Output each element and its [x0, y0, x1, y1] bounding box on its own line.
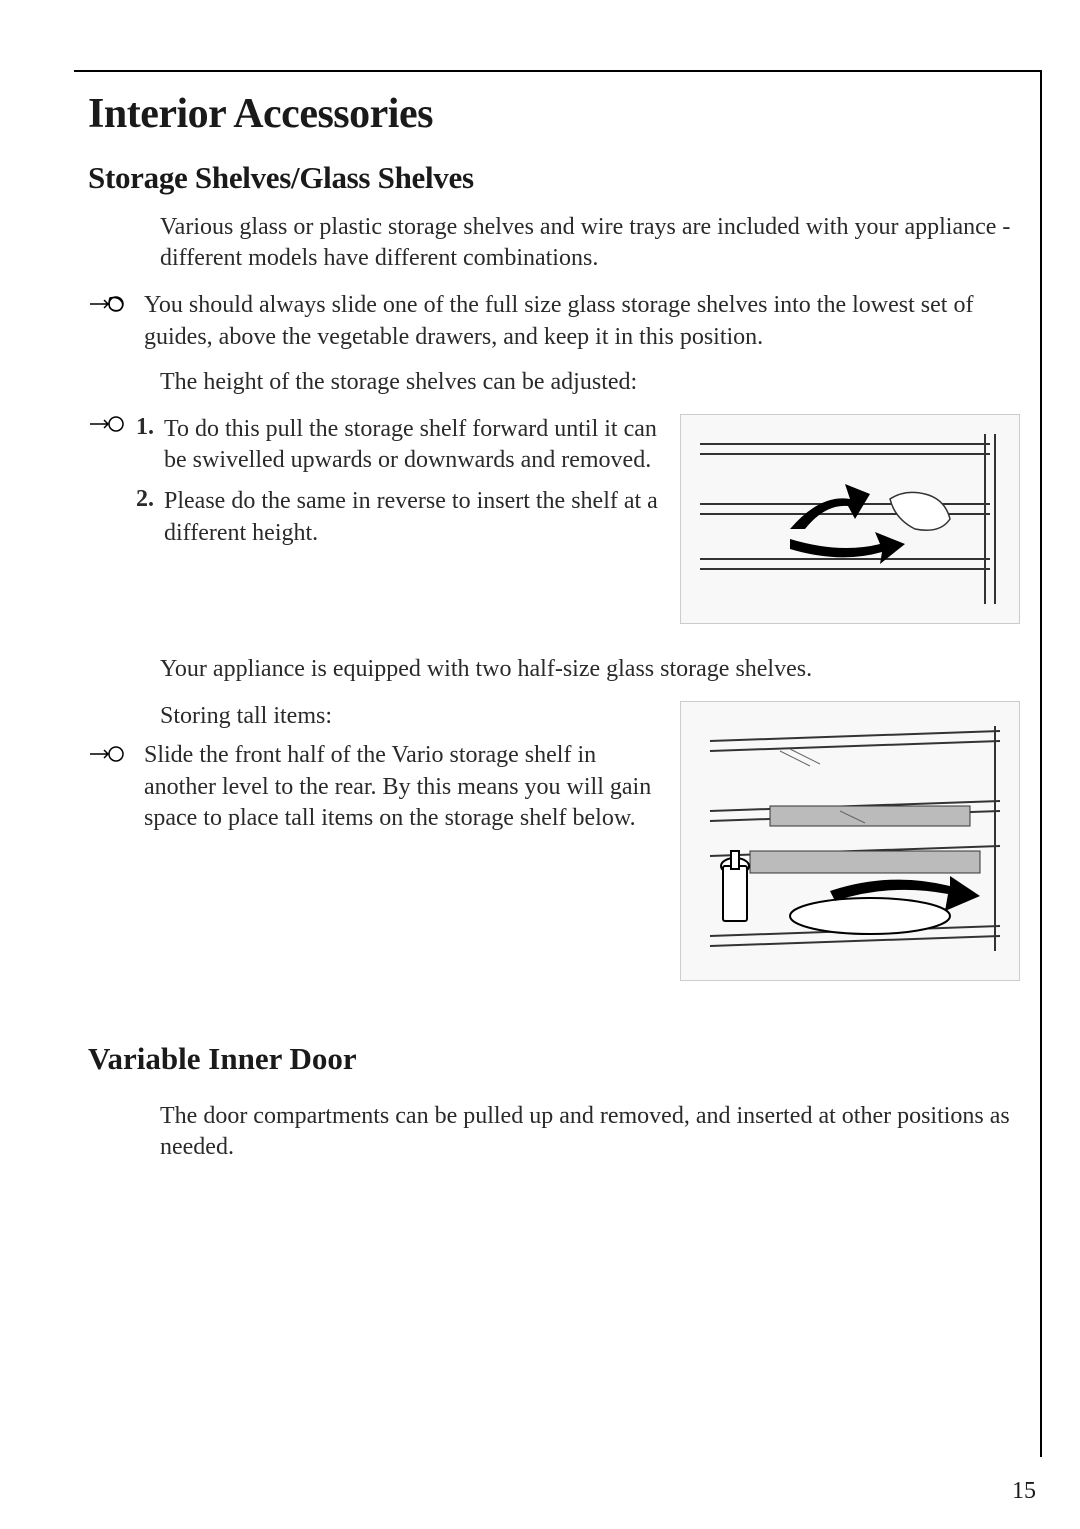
hand-pointer-icon	[88, 744, 144, 769]
vario-shelf-illustration	[680, 701, 1020, 981]
step-1-row: 1. To do this pull the storage shelf for…	[88, 414, 660, 476]
pointer-row-1: You should always slide one of the full …	[88, 290, 1020, 352]
page-number: 15	[1012, 1478, 1036, 1505]
height-adjust-text: The height of the storage shelves can be…	[160, 367, 1020, 398]
step-2-text: Please do the same in reverse to insert …	[164, 486, 660, 548]
step-illustration-row-1: 1. To do this pull the storage shelf for…	[88, 414, 1020, 624]
pointer-2-text: Slide the front half of the Vario storag…	[144, 740, 660, 834]
tall-items-row: Storing tall items: Slide the front half…	[88, 701, 1020, 981]
variable-door-text: The door compartments can be pulled up a…	[160, 1101, 1020, 1163]
page-content: Interior Accessories Storage Shelves/Gla…	[88, 90, 1020, 1180]
storage-heading: Storage Shelves/Glass Shelves	[88, 160, 1020, 196]
main-heading: Interior Accessories	[88, 90, 1020, 138]
tall-items-label: Storing tall items:	[160, 701, 660, 732]
hand-pointer-icon	[88, 294, 144, 319]
step-2-row: 2. Please do the same in reverse to inse…	[136, 486, 660, 548]
step-1-text: To do this pull the storage shelf forwar…	[164, 414, 660, 476]
step-1-label: 1.	[136, 414, 164, 441]
shelf-adjust-illustration	[680, 414, 1020, 624]
pointer-row-2: Slide the front half of the Vario storag…	[88, 740, 660, 834]
variable-door-heading: Variable Inner Door	[88, 1041, 1020, 1077]
step-2-label: 2.	[136, 486, 164, 513]
pointer-1-text: You should always slide one of the full …	[144, 290, 1020, 352]
storage-intro-text: Various glass or plastic storage shelves…	[160, 212, 1020, 274]
hand-pointer-icon	[88, 414, 136, 434]
half-size-text: Your appliance is equipped with two half…	[160, 654, 1020, 685]
